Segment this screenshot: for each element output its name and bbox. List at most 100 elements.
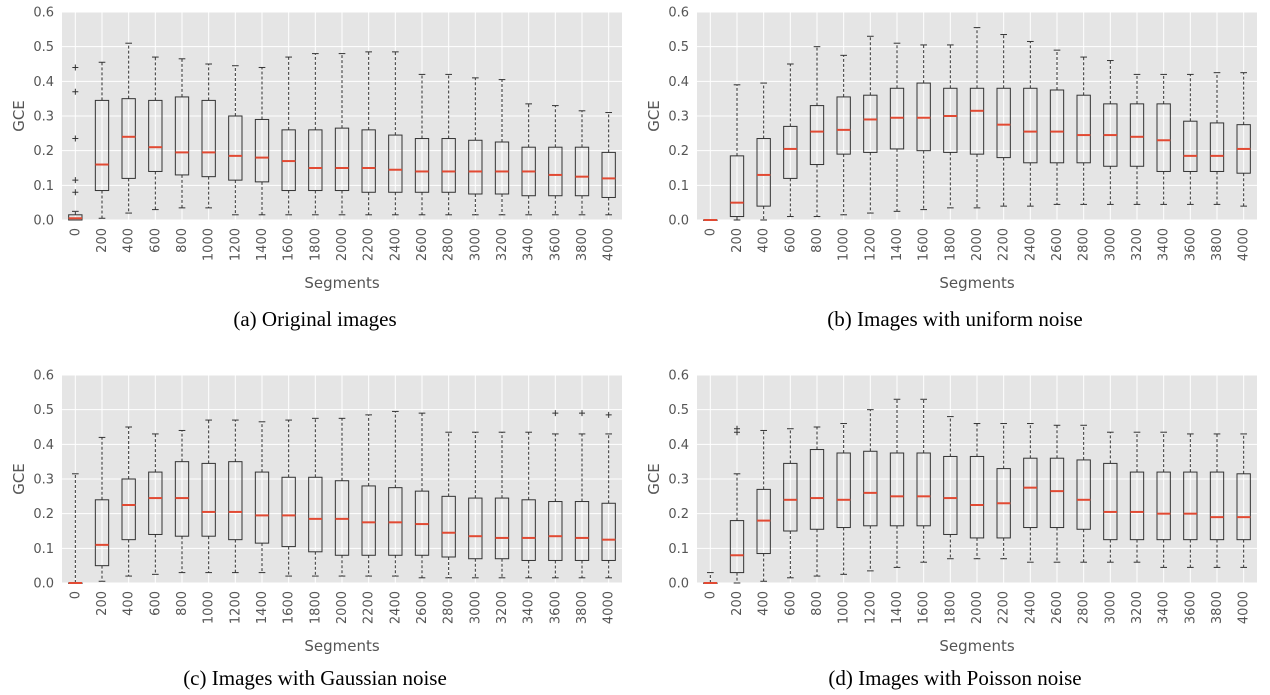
box-iqr — [1129, 471, 1145, 541]
box-1000 — [836, 423, 851, 575]
box-iqr — [783, 125, 798, 179]
x-tick-label: 200 — [730, 228, 745, 253]
x-tick-label: 0 — [703, 228, 718, 236]
x-tick-label: 3000 — [468, 591, 483, 624]
box-iqr — [254, 118, 270, 183]
x-tick-label: 600 — [783, 591, 798, 616]
box-iqr — [916, 452, 931, 527]
box-0 — [68, 64, 83, 221]
box-iqr — [863, 450, 878, 527]
box-4000 — [1236, 72, 1251, 207]
box-iqr — [943, 455, 958, 535]
x-tick-label: 3400 — [522, 228, 537, 261]
flier-point — [72, 135, 79, 142]
box-iqr — [228, 461, 243, 541]
box-iqr — [521, 499, 536, 561]
box-600 — [148, 433, 163, 575]
y-tick-label: 0.6 — [33, 369, 54, 384]
x-tick-label: 3800 — [1210, 228, 1225, 261]
box-3000 — [1103, 60, 1118, 205]
box-1200 — [863, 35, 878, 214]
box-3800 — [574, 110, 590, 216]
box-iqr — [601, 502, 616, 561]
y-tick-label: 0.5 — [668, 403, 689, 418]
box-iqr — [756, 138, 771, 207]
box-iqr — [1076, 459, 1091, 530]
box-iqr — [494, 141, 510, 195]
box-3600 — [548, 105, 563, 216]
box-1400 — [889, 42, 905, 212]
box-iqr — [996, 87, 1011, 159]
x-tick-label: 1400 — [890, 591, 905, 624]
box-iqr — [1209, 471, 1225, 541]
y-tick-label: 0.0 — [33, 214, 54, 229]
box-2000 — [334, 417, 350, 577]
box-iqr — [783, 462, 798, 532]
x-tick-label: 1000 — [202, 591, 217, 624]
box-iqr — [361, 485, 376, 556]
x-tick-label: 1400 — [255, 591, 270, 624]
x-tick-label: 2800 — [1077, 591, 1092, 624]
box-3000 — [1103, 431, 1118, 563]
x-tick-label: 2600 — [415, 228, 430, 261]
box-4000 — [1236, 433, 1251, 568]
x-tick-label: 400 — [757, 591, 772, 616]
x-tick-label: 2800 — [442, 591, 457, 624]
caption-d: (d) Images with Poisson noise — [828, 666, 1082, 690]
y-tick-label: 0.6 — [33, 6, 54, 21]
box-iqr — [281, 476, 296, 548]
x-tick-label: 1600 — [282, 228, 297, 261]
x-tick-label: 1800 — [943, 591, 958, 624]
box-iqr — [574, 501, 590, 561]
box-iqr — [468, 497, 483, 560]
box-0 — [68, 473, 83, 584]
box-iqr — [969, 455, 985, 539]
x-tick-label: 2200 — [997, 591, 1012, 624]
box-iqr — [494, 497, 510, 560]
flier-point — [72, 64, 79, 71]
box-1600 — [281, 419, 296, 577]
x-tick-label: 800 — [810, 228, 825, 253]
box-3600 — [548, 410, 563, 579]
flier-point — [579, 410, 585, 417]
box-4000 — [601, 112, 616, 216]
box-2000 — [969, 27, 985, 209]
flier-point — [72, 88, 79, 95]
flier-point — [605, 411, 612, 418]
box-iqr — [1209, 122, 1225, 172]
box-2600 — [1049, 49, 1065, 205]
box-iqr — [548, 146, 563, 197]
y-tick-label: 0.1 — [33, 179, 54, 194]
y-tick-label: 0.4 — [33, 75, 54, 90]
x-tick-label: 2400 — [388, 228, 403, 261]
x-tick-label: 3400 — [522, 591, 537, 624]
box-800 — [809, 46, 825, 218]
box-iqr — [1183, 471, 1198, 541]
box-iqr — [1023, 457, 1038, 529]
box-iqr — [889, 87, 905, 150]
box-1400 — [889, 398, 905, 568]
box-3800 — [574, 410, 590, 579]
y-tick-label: 0.6 — [668, 6, 689, 21]
y-tick-label: 0.1 — [668, 179, 689, 194]
box-1600 — [916, 398, 931, 563]
x-tick-label: 2400 — [388, 591, 403, 624]
box-iqr — [94, 99, 110, 192]
x-axis-title: Segments — [939, 274, 1015, 292]
box-iqr — [174, 96, 190, 176]
box-iqr — [889, 452, 905, 527]
box-2600 — [414, 412, 430, 579]
x-tick-label: 3000 — [1103, 228, 1118, 261]
x-tick-label: 200 — [730, 591, 745, 616]
box-iqr — [809, 449, 825, 530]
box-400 — [121, 42, 136, 214]
x-tick-label: 3200 — [495, 591, 510, 624]
box-1000 — [836, 54, 851, 216]
box-800 — [174, 429, 190, 574]
box-iqr — [1236, 473, 1251, 541]
box-iqr — [94, 499, 110, 567]
box-iqr — [201, 462, 216, 537]
x-tick-label: 3000 — [1103, 591, 1118, 624]
x-tick-label: 1200 — [863, 591, 878, 624]
x-tick-label: 3600 — [548, 228, 563, 261]
